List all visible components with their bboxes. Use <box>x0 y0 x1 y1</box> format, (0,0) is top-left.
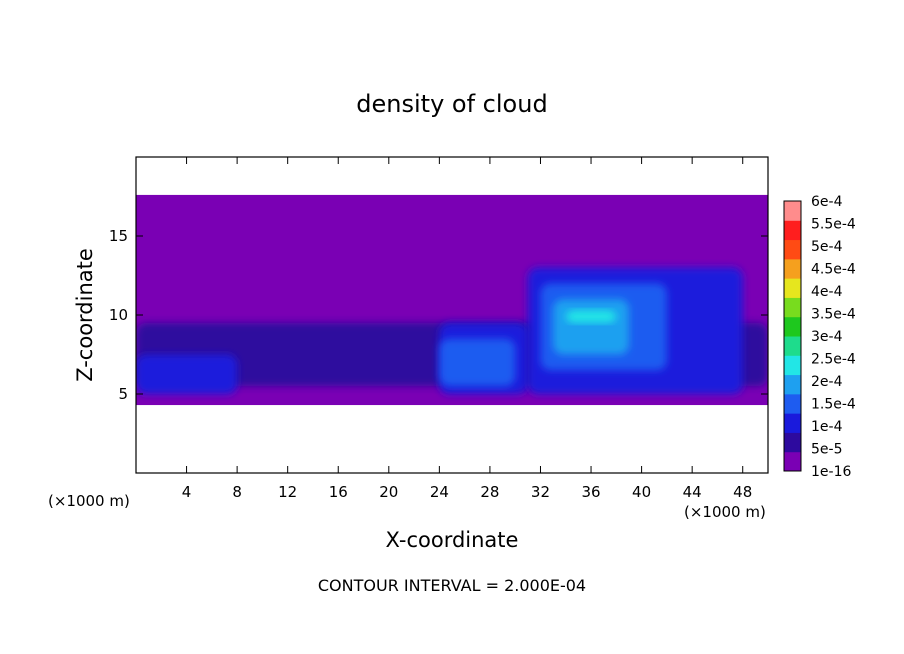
colorbar-label: 1.5e-4 <box>811 397 856 413</box>
chart-title: density of cloud <box>356 90 547 118</box>
colorbar-swatch <box>784 374 801 395</box>
colorbar-label: 5e-4 <box>811 239 843 255</box>
colorbar-label: 5.5e-4 <box>811 217 856 233</box>
density-region <box>553 299 629 355</box>
colorbar-swatch <box>784 316 801 337</box>
colorbar-swatch <box>784 278 801 298</box>
x-unit-label-left: (×1000 m) <box>48 492 130 510</box>
colorbar-label: 1e-16 <box>811 464 851 480</box>
y-tick-label: 15 <box>109 227 128 245</box>
colorbar-label: 4.5e-4 <box>811 262 856 278</box>
colorbar-label: 6e-4 <box>811 194 843 210</box>
colorbar-swatch <box>784 201 801 221</box>
x-tick-label: 28 <box>480 483 499 501</box>
x-tick-label: 24 <box>430 483 449 501</box>
density-region <box>136 354 238 394</box>
y-axis: 5 10 15 <box>109 227 768 403</box>
colorbar-swatch <box>784 413 801 433</box>
colorbar-label: 1e-4 <box>811 419 843 435</box>
x-tick-label: 48 <box>733 483 752 501</box>
colorbar-swatch <box>784 239 801 260</box>
y-tick-label: 5 <box>118 385 128 403</box>
x-tick-label: 12 <box>278 483 297 501</box>
density-region <box>439 338 516 387</box>
colorbar: 1e-16 5e-5 1e-4 1.5e-4 2e-4 2.5e-4 3e-4 3.5e-4 4… <box>783 194 856 480</box>
x-axis-title: X-coordinate <box>386 528 519 552</box>
density-region <box>565 310 617 323</box>
y-tick-label: 10 <box>109 306 128 324</box>
x-tick-label: 40 <box>632 483 651 501</box>
colorbar-label: 3e-4 <box>811 329 843 345</box>
colorbar-swatch <box>784 451 801 472</box>
colorbar-swatch <box>784 336 801 356</box>
colorbar-label: 5e-5 <box>811 442 842 458</box>
colorbar-label: 4e-4 <box>811 284 843 300</box>
x-tick-label: 16 <box>329 483 348 501</box>
colorbar-label: 2e-4 <box>811 374 843 390</box>
colorbar-swatch <box>784 297 801 318</box>
x-tick-label: 20 <box>379 483 398 501</box>
colorbar-swatch <box>784 258 801 279</box>
colorbar-label: 2.5e-4 <box>811 352 856 368</box>
contour-interval-note: CONTOUR INTERVAL = 2.000E-04 <box>318 576 586 595</box>
y-axis-title: Z-coordinate <box>73 248 97 382</box>
colorbar-frame <box>783 200 802 472</box>
density-field <box>136 194 768 406</box>
x-tick-label: 4 <box>182 483 192 501</box>
colorbar-swatch <box>784 355 801 376</box>
x-axis: 4 8 12 16 20 24 28 32 36 40 44 48 <box>182 157 752 501</box>
x-tick-label: 36 <box>581 483 600 501</box>
x-unit-label-right: (×1000 m) <box>684 503 766 521</box>
colorbar-swatch <box>784 432 801 453</box>
x-tick-label: 8 <box>232 483 242 501</box>
colorbar-swatch <box>784 393 801 414</box>
colorbar-label: 3.5e-4 <box>811 307 856 323</box>
x-tick-label: 44 <box>683 483 702 501</box>
colorbar-swatch <box>784 220 801 241</box>
x-tick-label: 32 <box>531 483 550 501</box>
